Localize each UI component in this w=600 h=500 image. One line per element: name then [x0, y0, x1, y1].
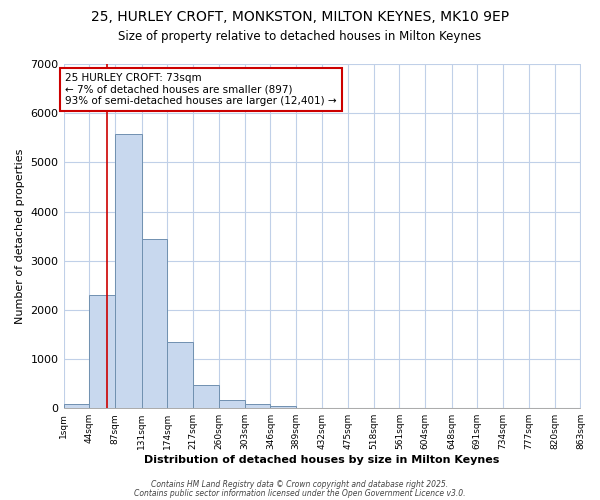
Text: 25 HURLEY CROFT: 73sqm
← 7% of detached houses are smaller (897)
93% of semi-det: 25 HURLEY CROFT: 73sqm ← 7% of detached …: [65, 73, 337, 106]
Bar: [115, 134, 142, 408]
Text: Contains HM Land Registry data © Crown copyright and database right 2025.: Contains HM Land Registry data © Crown c…: [151, 480, 449, 489]
Y-axis label: Number of detached properties: Number of detached properties: [15, 148, 25, 324]
Bar: [271, 406, 296, 408]
Bar: [89, 295, 115, 408]
Text: Size of property relative to detached houses in Milton Keynes: Size of property relative to detached ho…: [118, 30, 482, 43]
Bar: [64, 404, 89, 408]
Bar: [245, 404, 271, 408]
Bar: [193, 384, 219, 408]
Bar: [219, 400, 245, 408]
Text: 25, HURLEY CROFT, MONKSTON, MILTON KEYNES, MK10 9EP: 25, HURLEY CROFT, MONKSTON, MILTON KEYNE…: [91, 10, 509, 24]
Text: Contains public sector information licensed under the Open Government Licence v3: Contains public sector information licen…: [134, 488, 466, 498]
X-axis label: Distribution of detached houses by size in Milton Keynes: Distribution of detached houses by size …: [145, 455, 500, 465]
Bar: [167, 342, 193, 408]
Bar: [142, 238, 167, 408]
